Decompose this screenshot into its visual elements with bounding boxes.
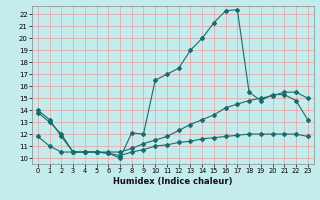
X-axis label: Humidex (Indice chaleur): Humidex (Indice chaleur)	[113, 177, 233, 186]
